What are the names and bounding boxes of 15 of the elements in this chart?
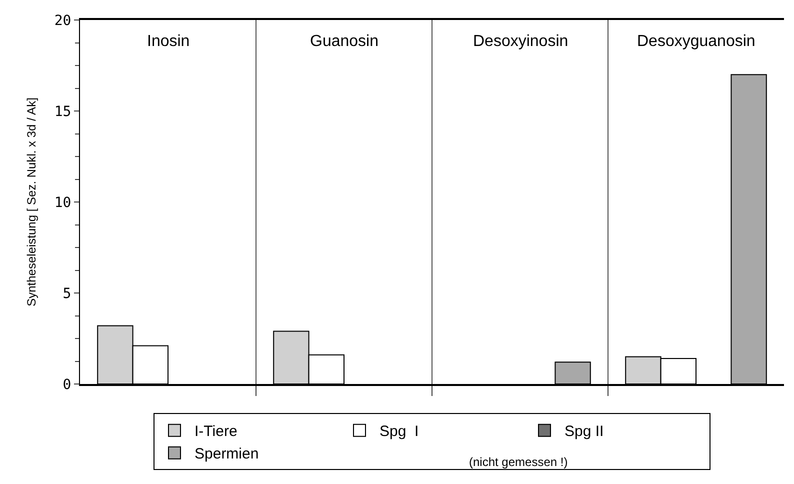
x-tick-label: Desoxyguanosin [637,33,756,50]
y-axis-title: Syntheseleistung [ Sez. Nukl. x 3d / Ak] [24,98,39,306]
legend-label: Spg II [564,423,604,440]
legend-label: Spg I [380,423,419,440]
y-tick-label: 15 [54,104,72,120]
x-tick-label: Inosin [147,33,190,50]
legend-label: Spermien [194,446,259,463]
y-tick-label: 10 [54,194,72,211]
y-tick-label: 0 [62,376,72,393]
y-tick-label: 5 [62,286,72,302]
text: (nicht gemessen !) [469,455,568,469]
legend-label: I-Tiere [194,423,238,440]
y-tick-label: 20 [54,12,72,29]
x-tick-label: Desoxyinosin [473,33,568,50]
x-tick-label: Guanosin [310,33,378,50]
